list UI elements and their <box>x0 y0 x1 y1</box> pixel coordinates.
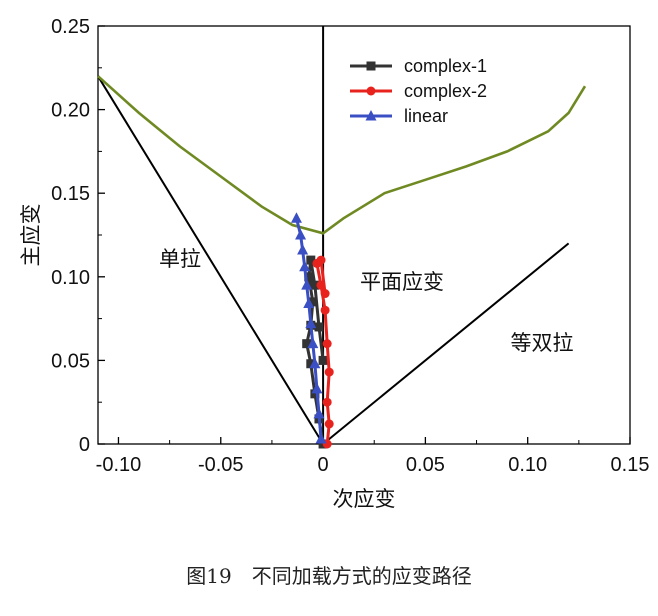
data-point <box>306 359 316 369</box>
reference-line <box>322 242 570 445</box>
data-point <box>303 297 315 309</box>
data-point <box>322 397 332 407</box>
plot-frame <box>97 25 631 445</box>
y-tick-label: 0.10 <box>51 267 90 289</box>
data-point <box>324 419 334 429</box>
data-point <box>322 339 332 349</box>
legend-label: linear <box>404 106 448 126</box>
data-point <box>297 244 309 255</box>
x-axis-label: 次应变 <box>333 487 396 511</box>
reference-line <box>97 75 324 445</box>
data-point <box>305 317 317 329</box>
data-point <box>320 305 330 315</box>
x-tick-label: -0.10 <box>96 454 142 476</box>
series-linear <box>290 212 327 444</box>
x-tick-label: 0.10 <box>508 454 547 476</box>
data-point <box>311 382 323 394</box>
y-tick-label: 0.20 <box>51 100 90 122</box>
data-point <box>301 279 313 290</box>
forming-limit-curve <box>97 75 587 235</box>
x-tick-label: -0.05 <box>198 454 244 476</box>
x-tick-label: 0.05 <box>406 454 445 476</box>
data-point <box>299 260 311 272</box>
data-point <box>310 280 320 290</box>
data-point <box>324 367 334 377</box>
data-point <box>318 355 328 365</box>
y-tick-label: 0 <box>79 434 90 456</box>
y-tick-label: 0.05 <box>51 350 90 372</box>
data-point <box>306 255 316 265</box>
legend-marker <box>366 61 376 71</box>
legend-label: complex-1 <box>404 56 487 76</box>
data-point <box>307 337 319 349</box>
x-tick-label: 0.15 <box>611 454 650 476</box>
region-label: 单拉 <box>159 247 201 271</box>
data-point <box>290 212 302 223</box>
data-point <box>315 432 327 444</box>
data-point <box>309 357 321 369</box>
region-label: 平面应变 <box>360 270 444 294</box>
legend-marker <box>365 110 377 121</box>
y-tick-label: 0.25 <box>51 16 90 38</box>
legend-marker <box>366 86 376 96</box>
data-point <box>314 322 324 332</box>
data-point <box>310 389 320 399</box>
legend-label: complex-2 <box>404 81 487 101</box>
data-point <box>316 280 326 290</box>
figure-caption: 图19 不同加载方式的应变路径 <box>186 564 472 588</box>
data-point <box>295 229 307 240</box>
data-point <box>304 272 314 282</box>
y-axis-label: 主应变 <box>19 204 43 267</box>
x-tick-label: 0 <box>318 454 329 476</box>
data-point <box>308 297 318 307</box>
data-point <box>313 407 325 419</box>
data-point <box>316 255 326 265</box>
data-point <box>302 339 312 349</box>
y-tick-label: 0.15 <box>51 183 90 205</box>
region-label: 等双拉 <box>511 331 574 355</box>
data-point <box>320 289 330 299</box>
